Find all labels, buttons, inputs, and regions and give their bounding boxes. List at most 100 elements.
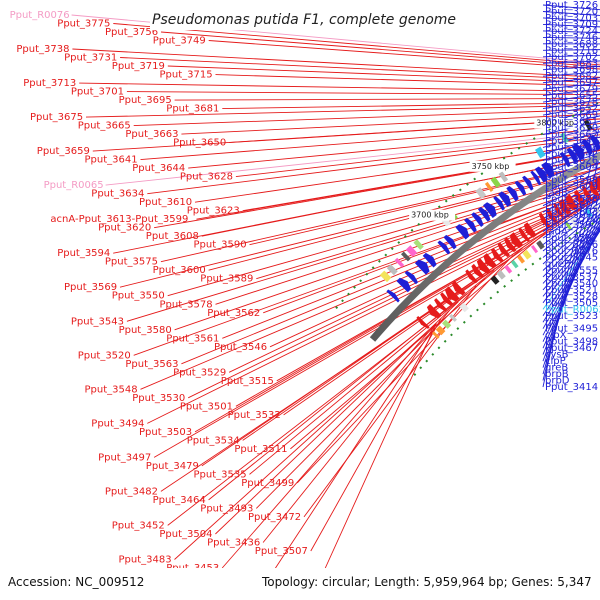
gene-label: Pput_3702 — [545, 52, 598, 63]
inner-annotation-block — [510, 259, 519, 269]
label-connector — [188, 195, 600, 399]
gene-label: Pput_3530 — [132, 393, 185, 404]
gene-label: Pput_3726 — [545, 0, 598, 11]
gene-label: Pput_3669 — [545, 110, 598, 121]
inner-annotation-block — [570, 217, 579, 227]
gene-label: Pput_3588 — [545, 194, 598, 205]
gene-label: Pput_3483 — [119, 555, 172, 566]
gene-label: Pput_3563 — [125, 359, 178, 370]
forward-gene-arrow — [504, 237, 517, 253]
gene-label: Pput_3562 — [207, 308, 260, 319]
label-connector — [71, 14, 600, 64]
gene-label: tig — [545, 317, 558, 328]
label-connector — [221, 322, 437, 569]
gene-label: Pput_3756 — [105, 27, 158, 38]
gene-label: Pput_3688 — [545, 39, 598, 50]
gene-label: Pput_3731 — [64, 53, 117, 64]
inner-annotation-block — [522, 249, 532, 260]
gene-label: greB — [545, 363, 568, 374]
forward-gene-arrow — [553, 203, 565, 218]
gene-label: Pput_3452 — [112, 520, 165, 531]
tick-label: 3750 kbp — [469, 160, 516, 172]
gene-label: Pput_3701 — [71, 87, 124, 98]
label-connector — [235, 196, 600, 407]
genome-backbone — [369, 152, 600, 342]
inner-annotation-block — [435, 325, 446, 336]
forward-gene-arrow — [581, 185, 593, 201]
gene-label: Pput_3665 — [78, 121, 131, 132]
gene-label: Pput_3618 — [545, 142, 598, 153]
label-connector — [542, 166, 600, 194]
gene-label: Pput_3529 — [173, 367, 226, 378]
gene-label: Pput_R0065 — [44, 180, 104, 191]
gene-label: Pput_3709 — [545, 19, 598, 30]
gene-label: Pput_3623 — [187, 206, 240, 217]
outer-annotation-block — [386, 264, 398, 276]
label-connector — [542, 202, 600, 245]
gene-label: Pput_3590 — [194, 240, 247, 251]
gene-label: Pput_3720 — [545, 7, 598, 18]
gene-label: Pput_3479 — [146, 461, 199, 472]
label-connector — [133, 186, 600, 356]
gene-label: Pput_3644 — [132, 163, 185, 174]
reverse-gene-arrow — [514, 180, 527, 196]
coordinate-ticks: 4200 kbp4150 kbp4100 kbp4050 kbp4000 kbp… — [409, 117, 581, 221]
gene-label: Pput_3546 — [214, 342, 267, 353]
reverse-gene-arrow — [464, 217, 477, 233]
gene-label: Pput_3537 — [545, 272, 598, 283]
label-connector — [542, 171, 600, 200]
forward-gene-arrow — [588, 181, 600, 197]
outer-annotation-block — [484, 181, 494, 192]
inner-annotation-block — [432, 331, 440, 339]
label-connector — [255, 277, 486, 509]
gene-label: Pput_3515 — [221, 376, 274, 387]
gene-label: Pput_3494 — [91, 418, 144, 429]
label-connector — [235, 134, 600, 178]
gene-label: Pput_3703 — [545, 13, 598, 24]
gene-label: Pput_3534 — [187, 435, 240, 446]
gene-label: Pput_3716 — [545, 45, 598, 56]
gene-label: Pput_3775 — [57, 19, 110, 30]
label-connector — [196, 149, 600, 220]
label-connector — [269, 322, 437, 577]
outer-annotation-block — [401, 251, 411, 262]
inner-annotation-block — [565, 221, 572, 230]
gene-label: Pput_3641 — [85, 155, 138, 166]
gene-label: Pput_3521 — [545, 285, 598, 296]
label-connector — [290, 227, 552, 450]
gene-label: Pput_3511 — [234, 444, 287, 455]
label-connector — [215, 301, 459, 535]
gene-label: Pput_3520 — [78, 350, 131, 361]
inner-annotation-block — [517, 254, 525, 264]
gene-label: Pput_3507 — [255, 546, 308, 557]
gene-label: Pput_3620 — [98, 223, 151, 234]
gene-label: fadB — [545, 188, 568, 199]
reverse-gene-arrow — [522, 175, 534, 191]
gene-label: Pput_3650 — [173, 138, 226, 149]
map-header: Pseudomonas putida F1, complete genome — [150, 8, 456, 30]
gene-label: Pput_3540 — [545, 278, 598, 289]
forward-gene-arrow — [523, 222, 537, 238]
reverse-gene-arrow — [566, 147, 578, 164]
label-connector — [256, 175, 600, 280]
label-connector — [160, 31, 600, 68]
forward-gene-arrow — [594, 177, 600, 192]
tick-label-background — [534, 117, 581, 129]
gene-label: clpX — [545, 330, 567, 341]
gene-label: Pput_3749 — [153, 36, 206, 47]
gene-label: Pput_3543 — [71, 316, 124, 327]
label-connector — [167, 173, 600, 297]
outer-annotation-block — [475, 187, 487, 199]
label-connector — [542, 176, 600, 207]
gene-label: Pput_3746 — [545, 32, 598, 43]
gene-label: Pput_3655 — [545, 91, 598, 102]
gene-label: Pput_3467 — [545, 343, 598, 354]
gene-label: Pput_3561 — [166, 333, 219, 344]
gene-label: Pput_3651 — [545, 117, 598, 128]
label-connector — [174, 183, 600, 331]
forward-gene-arrow — [434, 298, 448, 312]
reverse-gene-arrow — [422, 252, 437, 268]
forward-gene-arrow — [483, 253, 497, 269]
